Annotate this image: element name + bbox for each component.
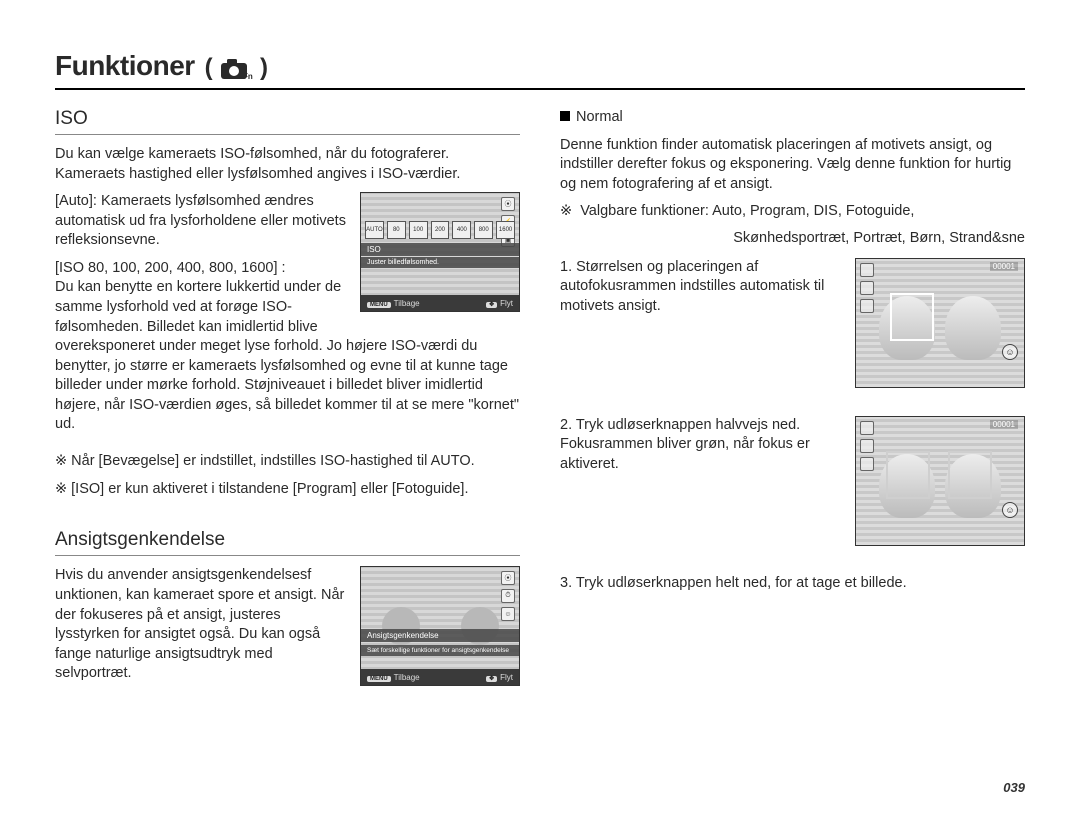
mode-icon: ⦿ <box>501 571 515 585</box>
step-1-row: 1. Størrelsen og placeringen af autofoku… <box>560 258 1025 406</box>
fig-side-icons <box>860 263 874 313</box>
note2-text: [ISO] er kun aktiveret i tilstandene [Pr… <box>71 481 468 497</box>
counter-badge: 00001 <box>990 420 1018 429</box>
timer-icon: ⏱ <box>501 589 515 603</box>
page-title-row: Funktioner ( Fn ) <box>55 50 1025 90</box>
step-2-text: 2. Tryk udløserknappen halvvejs ned. Fok… <box>560 416 837 475</box>
normal-row: Normal <box>560 108 1025 128</box>
footer-left: MENUTilbage <box>367 299 420 308</box>
page-number: 039 <box>1003 780 1025 795</box>
face-det-icon <box>860 457 874 471</box>
selectable-row: ※ Valgbare funktioner: Auto, Program, DI… <box>560 202 1025 222</box>
note-symbol: ※ <box>55 453 67 469</box>
iso-chip: 80 <box>387 221 406 239</box>
manual-page: { "title": "Funktioner", "iso": { "headi… <box>0 0 1080 815</box>
face-footer: MENUTilbage ✥Flyt <box>361 669 519 685</box>
content-columns: ISO Du kan vælge kameraets ISO-følsomhed… <box>55 108 1025 722</box>
fig-side-icons <box>860 421 874 471</box>
focus-box <box>890 293 934 341</box>
menu-key-icon: MENU <box>367 302 391 308</box>
iso-note1: ※Når [Bevægelse] er indstillet, indstill… <box>55 451 520 471</box>
face-mode-icon: ☺ <box>1002 502 1018 518</box>
iso-chip: AUTO <box>365 221 384 239</box>
iso-note2: ※[ISO] er kun aktiveret i tilstandene [P… <box>55 479 520 499</box>
people-preview <box>361 567 519 685</box>
iso-value-row: AUTO 80 100 200 400 800 1600 <box>365 221 515 239</box>
face-section: Ansigtsgenkendelse ⦿ ⏱ ☺ Ansig <box>55 529 520 692</box>
menu-key-icon: MENU <box>367 676 391 682</box>
normal-text: Denne funktion finder automatisk placeri… <box>560 136 1025 195</box>
footer-left-text: Tilbage <box>394 299 420 308</box>
footer-left: MENUTilbage <box>367 673 420 682</box>
iso-band2: Juster billedfølsomhed. <box>361 257 519 268</box>
footer-right: ✥Flyt <box>486 299 513 308</box>
iso-chip: 800 <box>474 221 493 239</box>
title-paren: ( Fn ) <box>205 54 268 82</box>
iso-heading: ISO <box>55 108 520 135</box>
flash-icon <box>860 281 874 295</box>
square-bullet-icon <box>560 111 570 121</box>
face-heading: Ansigtsgenkendelse <box>55 529 520 556</box>
selectable-label: Valgbare funktioner: <box>580 203 709 219</box>
footer-right-text: Flyt <box>500 673 513 682</box>
step-2-fig: 00001 ☺ <box>855 416 1025 546</box>
note-symbol: ※ <box>560 203 572 219</box>
footer-right-text: Flyt <box>500 299 513 308</box>
face-band2: Sæt forskellige funktioner for ansigtsge… <box>361 645 519 656</box>
iso-section: ISO Du kan vælge kameraets ISO-følsomhed… <box>55 108 520 499</box>
svg-text:Fn: Fn <box>243 72 253 81</box>
flash-icon <box>860 439 874 453</box>
iso-chip: 200 <box>431 221 450 239</box>
face-det-icon <box>860 299 874 313</box>
iso-intro: Du kan vælge kameraets ISO-følsomhed, nå… <box>55 145 520 184</box>
footer-left-text: Tilbage <box>394 673 420 682</box>
dpad-icon: ✥ <box>486 302 497 308</box>
normal-title: Normal <box>576 109 623 125</box>
counter-badge: 00001 <box>990 262 1018 271</box>
auto-text: Kameraets lysfølsomhed ændres automatisk… <box>55 193 346 248</box>
face-band1: Ansigtsgenkendelse <box>361 629 519 642</box>
mode-icon <box>860 421 874 435</box>
iso-chip: 100 <box>409 221 428 239</box>
face-screenshot: ⦿ ⏱ ☺ Ansigtsgenkendelse Sæt forskellige… <box>360 566 520 686</box>
step-2-row: 2. Tryk udløserknappen halvvejs ned. Fok… <box>560 416 1025 564</box>
dpad-icon: ✥ <box>486 676 497 682</box>
step-3-text: 3. Tryk udløserknappen helt ned, for at … <box>560 574 1025 594</box>
camera-fn-icon: Fn <box>219 57 253 81</box>
iso-band1: ISO <box>361 243 519 256</box>
step-1-fig: 00001 ☺ <box>855 258 1025 388</box>
left-column: ISO Du kan vælge kameraets ISO-følsomhed… <box>55 108 520 722</box>
face-mode-icon: ☺ <box>1002 344 1018 360</box>
footer-right: ✥Flyt <box>486 673 513 682</box>
note1-text: Når [Bevægelse] er indstillet, indstille… <box>71 453 475 469</box>
right-column: Normal Denne funktion finder automatisk … <box>560 108 1025 722</box>
iso-chip: 400 <box>452 221 471 239</box>
face-det-icon: ☺ <box>501 607 515 621</box>
note-symbol: ※ <box>55 481 67 497</box>
mode-icon <box>860 263 874 277</box>
face-shape-icon <box>945 296 1001 360</box>
iso-screenshot: ⦿ ⚡ ▣ AUTO 80 100 200 400 800 1600 <box>360 192 520 312</box>
selectable-list2: Skønhedsportræt, Portræt, Børn, Strand&s… <box>560 230 1025 246</box>
page-title: Funktioner <box>55 50 195 82</box>
iso-chip: 1600 <box>496 221 515 239</box>
selectable-list: Auto, Program, DIS, Fotoguide, <box>712 203 914 219</box>
mode-icon: ⦿ <box>501 197 515 211</box>
iso-footer: MENUTilbage ✥Flyt <box>361 295 519 311</box>
focus-box-green <box>886 451 930 499</box>
step-3-row: 3. Tryk udløserknappen helt ned, for at … <box>560 574 1025 594</box>
auto-label: [Auto]: <box>55 193 97 209</box>
face-side-icons: ⦿ ⏱ ☺ <box>501 571 515 621</box>
iso-list-label: [ISO 80, 100, 200, 400, 800, 1600] : <box>55 260 286 276</box>
focus-box-green <box>948 451 992 499</box>
step-1-text: 1. Størrelsen og placeringen af autofoku… <box>560 258 837 317</box>
